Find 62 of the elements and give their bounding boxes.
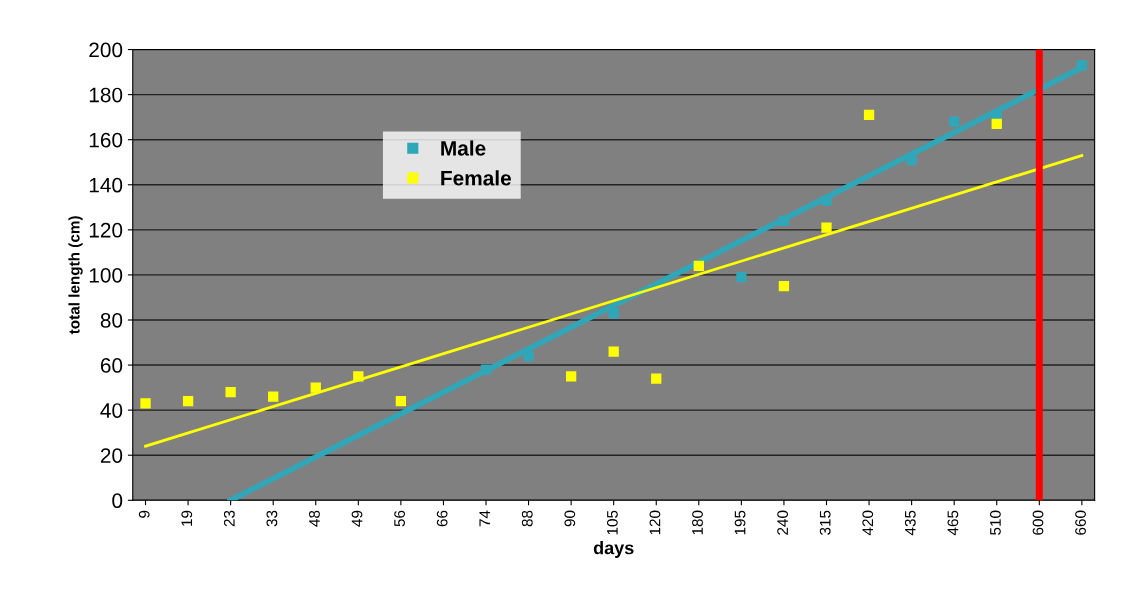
- x-tick-label: 90: [564, 510, 576, 527]
- point: [863, 109, 875, 121]
- x-tick-label: 240: [777, 510, 789, 535]
- point: [991, 118, 1002, 130]
- point: [140, 398, 151, 409]
- x-tick-label: 510: [990, 510, 1001, 535]
- x-tick-label: 33: [266, 510, 278, 527]
- legend-label: Male: [441, 140, 486, 156]
- y-tick-label: 100: [89, 267, 123, 283]
- point: [651, 373, 662, 384]
- y-tick-label: 40: [100, 403, 123, 418]
- x-tick-label: 74: [479, 510, 490, 527]
- point: [565, 371, 577, 382]
- x-tick-label: 195: [734, 510, 746, 535]
- point: [182, 395, 194, 407]
- point: [480, 364, 492, 375]
- x-axis-title: days: [593, 541, 634, 558]
- point: [310, 382, 321, 393]
- point: [693, 260, 704, 272]
- x-tick-label: 9: [138, 510, 150, 518]
- y-tick-label: 60: [100, 358, 123, 373]
- x-tick-label: 435: [904, 510, 916, 536]
- point: [736, 272, 747, 283]
- point: [821, 195, 832, 206]
- point: [821, 222, 832, 233]
- x-tick-label: 56: [394, 510, 405, 527]
- point: [353, 371, 364, 382]
- x-tick-label: 66: [436, 510, 448, 527]
- point: [225, 386, 236, 398]
- x-tick-label: 600: [1032, 510, 1044, 535]
- point: [268, 391, 279, 402]
- x-tick-label: 465: [947, 510, 959, 536]
- x-tick-label: 19: [181, 510, 193, 526]
- y-tick-label: 180: [89, 87, 123, 103]
- y-tick-label: 20: [100, 448, 123, 463]
- point: [1076, 60, 1088, 71]
- point: [906, 154, 917, 166]
- point: [778, 281, 790, 292]
- y-tick-label: 160: [89, 132, 123, 148]
- x-tick-label: 105: [606, 510, 618, 535]
- x-tick-label: 315: [819, 510, 831, 535]
- x-tick-label: 48: [309, 510, 320, 527]
- x-tick-label: 420: [862, 510, 874, 536]
- y-tick-label: 80: [100, 312, 123, 328]
- x-tick-label: 49: [351, 510, 363, 527]
- y-tick-label: 120: [89, 222, 123, 238]
- x-tick-label: 88: [521, 510, 533, 527]
- point: [395, 395, 407, 407]
- y-tick-label: 200: [89, 42, 123, 58]
- x-tick-label: 23: [223, 510, 235, 527]
- point: [949, 116, 960, 127]
- point: [608, 346, 619, 357]
- y-tick-label: 0: [112, 493, 123, 509]
- x-tick-label: 180: [692, 510, 703, 535]
- x-tick-label: 660: [1075, 510, 1086, 535]
- point: [608, 308, 619, 319]
- point: [523, 350, 534, 362]
- y-tick-label: 140: [89, 177, 123, 193]
- y-axis-title: total length (cm): [68, 216, 83, 335]
- x-tick-label: 120: [649, 510, 661, 535]
- point: [778, 215, 790, 226]
- legend-label: Female: [441, 170, 511, 186]
